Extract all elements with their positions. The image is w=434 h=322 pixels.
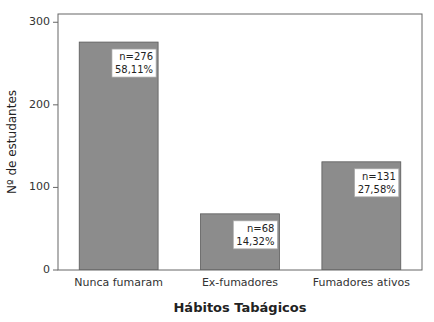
- y-tick: [53, 104, 58, 105]
- value-label: n=276: [119, 51, 153, 62]
- bar: [322, 162, 401, 270]
- bar: [201, 214, 280, 270]
- chart: 0 100 200 300 n=276 58,11% n=68 14,32% n=131 27,5…: [0, 0, 434, 322]
- y-tick: [53, 187, 58, 188]
- percentage-label: 58,11%: [115, 64, 153, 75]
- bars: [79, 42, 401, 270]
- value-label: n=68: [247, 223, 274, 234]
- x-tick-label: Fumadores ativos: [313, 276, 410, 289]
- y-axis-title: Nº de estudantes: [5, 90, 19, 194]
- percentage-label: 14,32%: [236, 236, 274, 247]
- y-tick-label: 100: [29, 180, 50, 193]
- y-tick-label: 300: [29, 15, 50, 28]
- y-tick: [53, 22, 58, 23]
- bar: [79, 42, 158, 270]
- x-tick-label: Ex-fumadores: [202, 276, 278, 289]
- data-label: n=131 27,58%: [355, 169, 399, 197]
- data-label: n=276 58,11%: [112, 49, 156, 77]
- x-tick-label: Nunca fumaram: [74, 276, 163, 289]
- value-label: n=131: [362, 171, 396, 182]
- plot-frame: [58, 14, 422, 270]
- data-label-box: [112, 49, 156, 77]
- data-label-box: [355, 169, 399, 197]
- y-tick-label: 200: [29, 98, 50, 111]
- data-labels: n=276 58,11% n=68 14,32% n=131 27,58%: [112, 49, 399, 249]
- y-tick-label: 0: [43, 263, 50, 276]
- chart-container: 0 100 200 300 n=276 58,11% n=68 14,32% n=131 27,5…: [0, 0, 434, 322]
- y-tick: [53, 270, 58, 271]
- y-axis: 0 100 200 300: [29, 15, 58, 276]
- data-label: n=68 14,32%: [233, 221, 277, 249]
- data-label-box: [233, 221, 277, 249]
- x-axis-title: Hábitos Tabágicos: [173, 300, 306, 315]
- percentage-label: 27,58%: [358, 184, 396, 195]
- x-axis: Nunca fumaram Ex-fumadores Fumadores ativo…: [74, 276, 410, 289]
- plot-area: [79, 42, 401, 270]
